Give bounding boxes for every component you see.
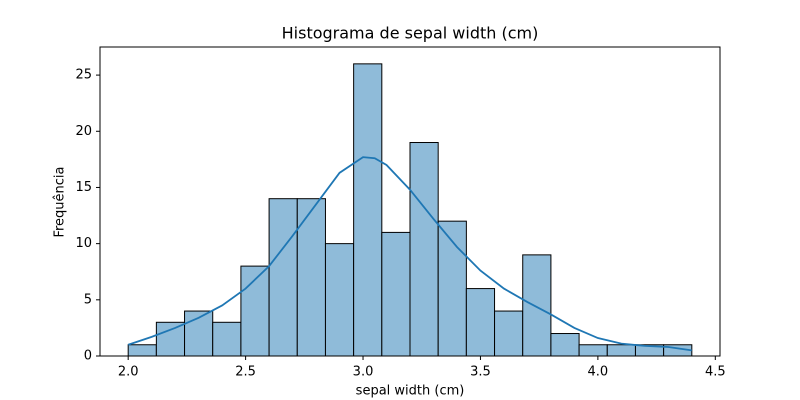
y-tick-label: 15 xyxy=(75,180,92,195)
y-tick-label: 0 xyxy=(84,349,92,364)
bar xyxy=(494,310,524,357)
chart-title: Histograma de sepal width (cm) xyxy=(282,24,539,43)
bar xyxy=(296,198,326,357)
x-tick-label: 2.5 xyxy=(235,365,256,380)
bar xyxy=(606,344,636,357)
bar xyxy=(240,265,270,357)
bar xyxy=(409,142,439,357)
bar xyxy=(550,333,580,357)
x-tick-label: 4.5 xyxy=(705,365,726,380)
x-tick-label: 2.0 xyxy=(118,365,139,380)
bar xyxy=(268,198,298,357)
y-tick-label: 25 xyxy=(75,68,92,83)
bar xyxy=(212,321,242,357)
x-tick-label: 3.0 xyxy=(353,365,374,380)
plot-frame xyxy=(99,46,721,357)
bar xyxy=(381,231,411,357)
x-tick-label: 3.5 xyxy=(470,365,491,380)
y-tick-label: 5 xyxy=(84,292,92,307)
bar xyxy=(127,344,157,357)
x-tick-label: 4.0 xyxy=(588,365,609,380)
bar xyxy=(324,243,355,357)
kde-line xyxy=(127,156,692,352)
bar xyxy=(465,288,496,357)
y-tick-label: 20 xyxy=(75,124,92,139)
bar xyxy=(353,63,383,357)
y-axis-label: Frequência xyxy=(53,166,68,237)
y-tick-label: 10 xyxy=(75,236,92,251)
bar xyxy=(437,220,467,357)
bar xyxy=(578,344,608,357)
bar xyxy=(522,254,552,357)
x-axis-label: sepal width (cm) xyxy=(356,384,465,399)
bar xyxy=(155,321,186,357)
